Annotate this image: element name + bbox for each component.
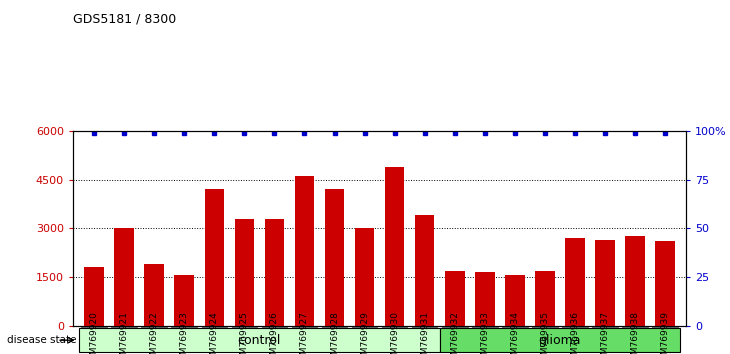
Text: GSM769926: GSM769926 — [270, 312, 279, 354]
Text: disease state: disease state — [7, 335, 77, 345]
Text: GSM769934: GSM769934 — [510, 312, 519, 354]
Text: control: control — [238, 334, 281, 347]
Text: GSM769921: GSM769921 — [120, 312, 128, 354]
Bar — [626, 236, 645, 326]
Text: GSM769929: GSM769929 — [360, 312, 369, 354]
Bar — [234, 218, 254, 326]
Text: GSM769923: GSM769923 — [180, 312, 189, 354]
Text: GSM769936: GSM769936 — [570, 312, 580, 354]
Text: GSM769935: GSM769935 — [540, 312, 550, 354]
Text: GSM769928: GSM769928 — [330, 312, 339, 354]
Bar — [174, 275, 194, 326]
Text: GSM769931: GSM769931 — [420, 312, 429, 354]
Text: GSM769924: GSM769924 — [210, 312, 219, 354]
Bar — [505, 275, 525, 326]
Text: GSM769939: GSM769939 — [661, 312, 669, 354]
Bar — [204, 189, 224, 326]
Text: glioma: glioma — [539, 334, 581, 347]
Bar — [415, 215, 434, 326]
Text: GDS5181 / 8300: GDS5181 / 8300 — [73, 12, 176, 25]
Bar — [264, 218, 284, 326]
Bar — [325, 189, 345, 326]
Bar — [656, 241, 675, 326]
Bar — [145, 264, 164, 326]
Text: GSM769932: GSM769932 — [450, 312, 459, 354]
Bar — [385, 167, 404, 326]
Text: GSM769937: GSM769937 — [601, 312, 610, 354]
Bar — [445, 270, 464, 326]
Bar — [84, 267, 104, 326]
Text: GSM769922: GSM769922 — [150, 312, 158, 354]
Bar — [115, 228, 134, 326]
Bar — [535, 270, 555, 326]
Bar — [565, 238, 585, 326]
Text: GSM769925: GSM769925 — [240, 312, 249, 354]
Text: GSM769920: GSM769920 — [90, 312, 99, 354]
Bar — [295, 176, 314, 326]
Bar — [475, 272, 495, 326]
Text: GSM769927: GSM769927 — [300, 312, 309, 354]
Bar — [595, 240, 615, 326]
Text: GSM769933: GSM769933 — [480, 312, 489, 354]
Bar — [355, 228, 374, 326]
Text: GSM769930: GSM769930 — [390, 312, 399, 354]
Text: GSM769938: GSM769938 — [631, 312, 639, 354]
